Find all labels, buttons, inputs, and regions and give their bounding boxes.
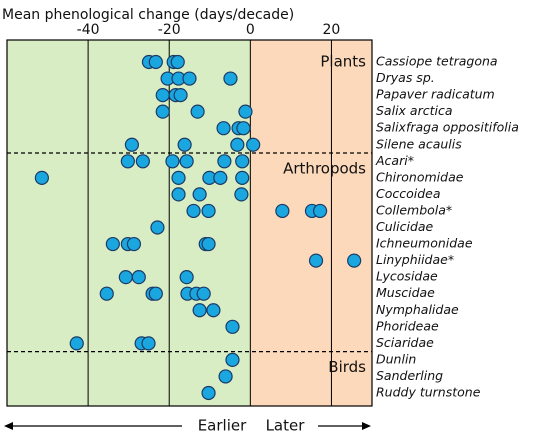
dot	[165, 154, 180, 169]
category-label: Dunlin	[376, 351, 416, 366]
dot	[246, 137, 261, 152]
later-arrowhead	[362, 422, 371, 430]
dot	[155, 87, 170, 103]
dot	[173, 87, 188, 103]
category-label: Phorideae	[376, 318, 439, 333]
dot	[177, 137, 192, 152]
x-tick-label: -40	[77, 22, 100, 38]
category-label: Papaver radicatum	[376, 87, 495, 102]
dot	[131, 270, 146, 285]
x-tick-label: 0	[246, 22, 255, 38]
dot	[192, 187, 207, 202]
category-label: Dryas sp.	[376, 70, 435, 85]
category-label: Sanderling	[376, 368, 443, 383]
category-label: Coccoidea	[376, 186, 441, 201]
dot	[235, 170, 250, 185]
x-tick-label: -20	[158, 22, 181, 38]
later-region	[250, 40, 372, 406]
category-label: Culicidae	[376, 219, 434, 234]
dot	[206, 303, 221, 318]
category-label: Salix arctica	[376, 103, 453, 118]
dot	[312, 203, 328, 219]
dot	[126, 236, 142, 252]
dot	[347, 253, 362, 268]
dot	[118, 270, 133, 285]
dot	[201, 236, 216, 252]
dot	[236, 121, 251, 136]
dot	[171, 170, 186, 185]
dot	[182, 71, 197, 86]
category-label: Ruddy turnstone	[376, 385, 481, 400]
dot	[148, 286, 163, 301]
dot	[99, 286, 114, 301]
dot	[308, 253, 324, 268]
dot	[190, 104, 205, 119]
dot	[171, 187, 186, 202]
dot	[155, 104, 170, 119]
dot	[192, 303, 207, 318]
earlier-label: Earlier	[198, 417, 247, 435]
earlier-arrowhead	[4, 422, 13, 430]
category-label: Ichneumonidae	[376, 236, 473, 251]
category-label: Cassiope tetragona	[376, 54, 498, 69]
category-label: Collembola*	[376, 202, 452, 217]
dot	[120, 154, 135, 169]
dot	[213, 170, 228, 185]
group-label: Birds	[328, 358, 366, 376]
category-label: Muscidae	[376, 285, 435, 300]
dot	[223, 71, 238, 86]
earlier-region	[7, 40, 251, 406]
category-label: Silene acaulis	[376, 136, 462, 151]
dot	[150, 220, 165, 235]
dot	[201, 203, 216, 219]
group-label: Plants	[320, 53, 366, 71]
dot	[238, 104, 253, 119]
dot	[34, 170, 49, 185]
dot	[275, 203, 290, 219]
chart-title: Mean phenological change (days/decade)	[2, 7, 294, 23]
dot	[216, 121, 231, 136]
plot-frame	[6, 39, 373, 407]
x-tick-label: 20	[323, 22, 341, 38]
category-label: Lycosidae	[376, 269, 438, 284]
dot	[148, 54, 163, 70]
dot	[186, 203, 201, 219]
category-label: Nymphalidae	[376, 302, 459, 317]
dot	[179, 154, 194, 169]
dot	[196, 286, 211, 301]
group-label: Arthropods	[283, 160, 366, 178]
category-label: Salixfraga oppositifolia	[376, 120, 519, 135]
dot	[124, 137, 140, 152]
category-label: Linyphiidae*	[376, 252, 454, 267]
dot	[201, 385, 216, 401]
dot	[179, 270, 194, 285]
dot	[217, 154, 232, 169]
dot	[225, 352, 240, 367]
dot	[135, 154, 150, 169]
dot	[230, 137, 245, 152]
dot	[234, 187, 249, 202]
category-label: Chironomidae	[376, 169, 464, 184]
dot	[141, 336, 156, 351]
dot	[225, 319, 240, 334]
dot	[218, 369, 233, 384]
dot	[170, 54, 185, 70]
dot	[69, 336, 84, 351]
dot	[235, 154, 250, 169]
dot	[105, 236, 120, 252]
category-label: Acari*	[375, 153, 414, 168]
later-label: Later	[266, 417, 306, 435]
category-label: Sciaridae	[376, 335, 434, 350]
